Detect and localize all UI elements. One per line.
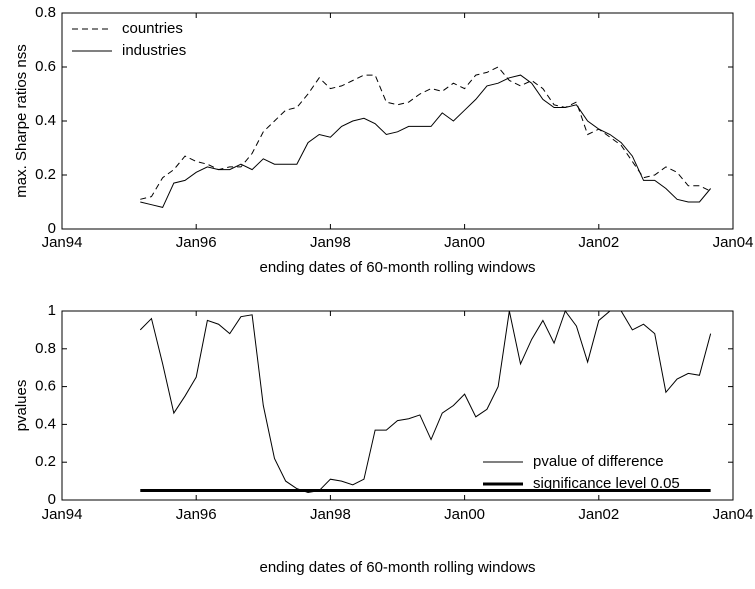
plot-area: [61, 310, 734, 501]
x-tick-label: Jan02: [578, 234, 619, 251]
y-tick-label: 1: [48, 302, 56, 319]
y-axis-label: max. Sharpe ratios nss: [13, 44, 30, 197]
y-tick-label: 0.4: [35, 112, 56, 129]
y-tick-label: 0.4: [35, 415, 56, 432]
y-tick-label: 0.6: [35, 378, 56, 395]
y-tick-label: 0: [48, 491, 56, 508]
legend-label: significance level 0.05: [533, 475, 680, 492]
x-tick-label: Jan94: [42, 234, 83, 251]
y-tick-label: 0.8: [35, 340, 56, 357]
legend-label: pvalue of difference: [533, 453, 664, 470]
y-axis-label: pvalues: [13, 380, 30, 432]
x-tick-label: Jan96: [176, 506, 217, 523]
x-tick-label: Jan98: [310, 506, 351, 523]
y-tick-label: 0.2: [35, 166, 56, 183]
x-tick-label: Jan04: [713, 506, 754, 523]
x-tick-label: Jan98: [310, 234, 351, 251]
series-line: [140, 74, 712, 208]
x-tick-label: Jan02: [578, 506, 619, 523]
y-tick-label: 0.2: [35, 453, 56, 470]
series-line: [139, 309, 712, 493]
x-tick-label: Jan96: [176, 234, 217, 251]
series-line: [140, 66, 711, 200]
legend-label: countries: [122, 20, 183, 37]
y-tick-label: 0.8: [35, 4, 56, 21]
x-tick-label: Jan04: [713, 234, 754, 251]
x-axis-label: ending dates of 60-month rolling windows: [260, 259, 536, 276]
x-axis-label: ending dates of 60-month rolling windows: [260, 559, 536, 576]
x-tick-label: Jan00: [444, 506, 485, 523]
legend-label: industries: [122, 42, 186, 59]
y-tick-label: 0.6: [35, 58, 56, 75]
x-tick-label: Jan94: [42, 506, 83, 523]
x-tick-label: Jan00: [444, 234, 485, 251]
y-tick-label: 0: [48, 220, 56, 237]
